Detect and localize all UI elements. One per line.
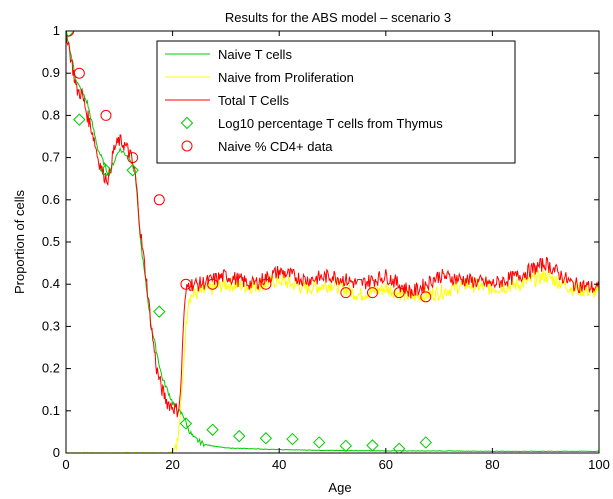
data-point-circle — [73, 67, 85, 79]
y-tick-label: 0.3 — [42, 318, 60, 333]
data-point-circle — [260, 278, 272, 290]
y-tick-label: 0.2 — [42, 361, 60, 376]
data-point-diamond — [126, 164, 139, 177]
data-point-circle — [340, 287, 352, 299]
legend-swatch — [180, 116, 194, 130]
data-point-circle — [66, 31, 75, 37]
x-tick-label: 100 — [588, 457, 610, 472]
series-line-2 — [66, 31, 599, 418]
data-point-diamond — [99, 164, 113, 177]
series-line-1 — [66, 270, 599, 453]
legend-label: Naive T cells — [218, 47, 292, 62]
y-tick-label: 0.5 — [42, 234, 60, 249]
data-point-diamond — [339, 439, 353, 453]
data-point-diamond — [259, 432, 273, 445]
data-point-diamond — [153, 305, 166, 318]
y-tick-label: 0 — [53, 445, 60, 460]
data-point-circle — [153, 194, 165, 206]
y-tick-label: 0.6 — [42, 192, 60, 207]
data-point-circle — [127, 152, 139, 164]
x-tick-label: 20 — [165, 457, 179, 472]
legend-swatch — [181, 140, 193, 152]
chart-title: Results for the ABS model – scenario 3 — [225, 10, 451, 25]
y-tick-label: 1 — [53, 23, 60, 38]
data-point-diamond — [419, 436, 432, 449]
data-point-diamond — [366, 439, 379, 452]
y-tick-label: 0.9 — [42, 65, 60, 80]
y-tick-label: 0.7 — [42, 150, 60, 165]
y-tick-label: 0.1 — [42, 403, 60, 418]
x-tick-label: 40 — [272, 457, 286, 472]
data-point-diamond — [286, 432, 299, 446]
data-point-diamond — [179, 417, 193, 430]
y-tick-label: 0.8 — [42, 107, 60, 122]
data-point-circle — [393, 287, 405, 299]
data-point-diamond — [73, 113, 86, 126]
x-tick-label: 80 — [485, 457, 499, 472]
data-point-circle — [207, 278, 219, 290]
legend-label: Naive from Proliferation — [218, 70, 354, 85]
data-point-diamond — [233, 429, 246, 443]
legend-label: Naive % CD4+ data — [218, 139, 333, 154]
data-point-diamond — [206, 423, 219, 436]
data-point-diamond — [392, 442, 406, 453]
series-line-0 — [66, 31, 599, 453]
legend-label: Total T Cells — [218, 93, 290, 108]
x-tick-label: 60 — [379, 457, 393, 472]
legend-label: Log10 percentage T cells from Thymus — [218, 116, 443, 131]
data-point-circle — [366, 287, 378, 299]
data-point-circle — [420, 291, 432, 303]
data-point-diamond — [312, 436, 326, 449]
y-axis-label: Proportion of cells — [12, 189, 27, 294]
y-tick-label: 0.4 — [42, 276, 60, 291]
data-point-circle — [180, 278, 192, 290]
x-axis-label: Age — [328, 480, 351, 495]
data-point-circle — [100, 109, 112, 121]
legend: Naive T cells Naive from Proliferation Tot… — [156, 40, 516, 164]
legend-box — [156, 40, 516, 164]
x-tick-label: 0 — [62, 457, 69, 472]
